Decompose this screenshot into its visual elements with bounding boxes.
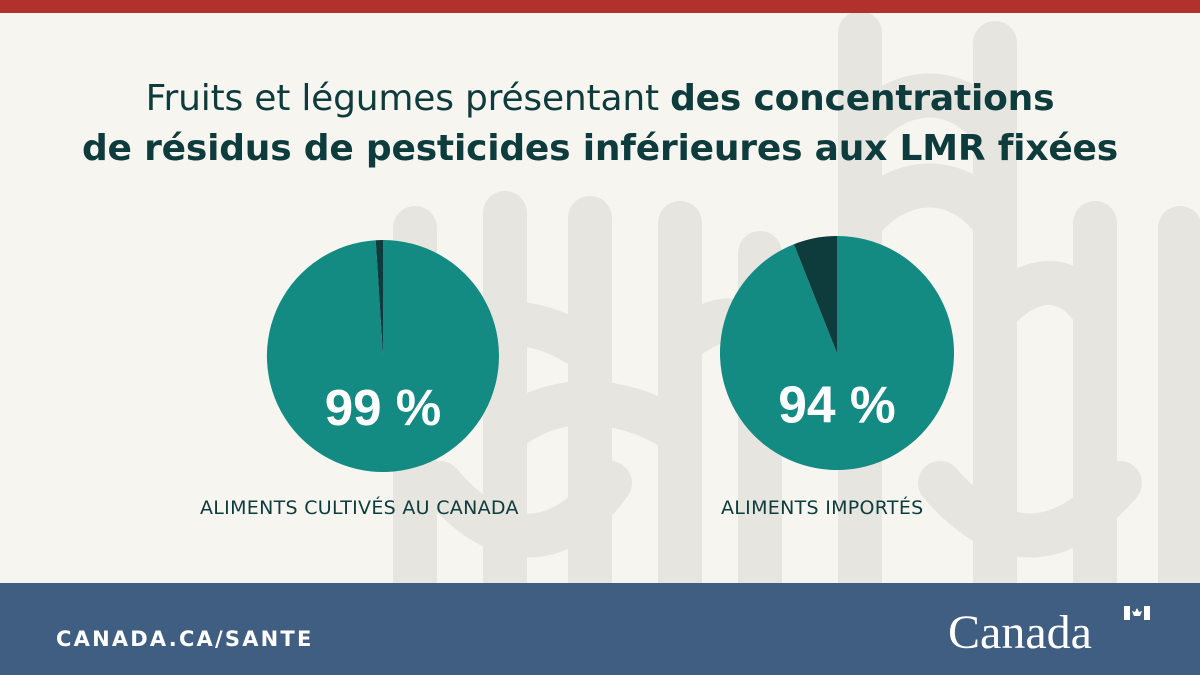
- pie-chart-canada: 99 %: [266, 239, 499, 473]
- footer-url-link[interactable]: CANADA.CA/SANTE: [56, 627, 314, 651]
- pie-slice-main: [266, 239, 499, 473]
- pie-chart-imported: 94 %: [719, 235, 955, 471]
- top-red-bar: [0, 0, 1200, 13]
- flag-icon: [1124, 606, 1150, 620]
- pie-percentage-label: 99 %: [325, 379, 442, 436]
- title-line-2: de résidus de pesticides inférieures aux…: [81, 128, 1118, 169]
- title-line-1: Fruits et légumes présentant des concent…: [0, 74, 1200, 124]
- pie-slice-main: [719, 235, 955, 471]
- footer-bar: [0, 583, 1200, 675]
- pie-label-imported: ALIMENTS IMPORTÉS: [721, 497, 924, 519]
- title-light-text: Fruits et légumes présentant: [145, 78, 671, 119]
- pie-slice-minor: [793, 235, 837, 353]
- pie-percentage-label: 94 %: [778, 375, 896, 433]
- title-bold-text: des concentrations: [670, 78, 1055, 119]
- pie-label-canada: ALIMENTS CULTIVÉS AU CANADA: [200, 497, 519, 519]
- canada-wordmark-logo: Canada: [948, 606, 1150, 658]
- pie-slice-minor: [375, 239, 383, 356]
- wordmark-text: Canada: [948, 606, 1092, 658]
- chart-title: Fruits et légumes présentant des concent…: [0, 74, 1200, 174]
